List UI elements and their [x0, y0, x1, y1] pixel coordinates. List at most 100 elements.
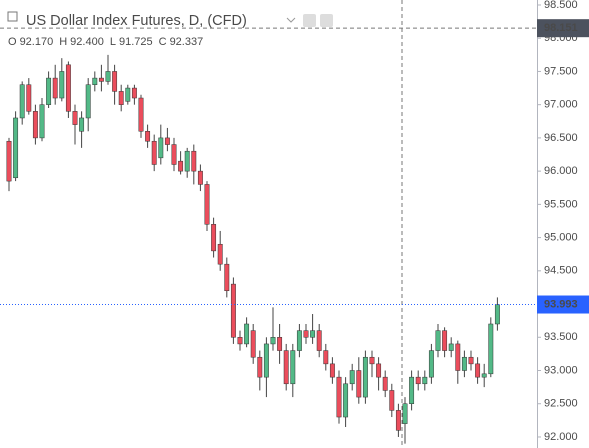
- plot-area: [6, 54, 500, 444]
- ohlc-name: C: [159, 36, 167, 48]
- y-tick-label: 96.000: [544, 165, 578, 177]
- y-tick-label: 94.500: [544, 265, 578, 277]
- ohlc-value: 91.725: [119, 36, 153, 48]
- candle-body: [250, 330, 256, 358]
- y-tick-label: 92.000: [544, 431, 578, 443]
- candle-body: [197, 170, 203, 185]
- candle-body: [389, 390, 395, 411]
- ohlc-name: O: [8, 36, 17, 48]
- candle-body: [151, 140, 157, 165]
- ohlc-value: 92.170: [20, 36, 54, 48]
- candle-body: [118, 91, 124, 105]
- candle-body: [415, 376, 421, 385]
- candle-body: [131, 87, 137, 99]
- candle-body: [303, 330, 309, 338]
- y-tick-label: 92.500: [544, 398, 578, 410]
- candle-body: [138, 97, 144, 132]
- candle-body: [442, 330, 448, 351]
- candle-body: [164, 137, 170, 145]
- candle-body: [461, 356, 467, 371]
- y-tick-label: 97.500: [544, 65, 578, 77]
- candle-body: [145, 131, 151, 142]
- candle-body: [343, 383, 349, 418]
- candle-body: [39, 104, 45, 139]
- candle-body: [79, 117, 85, 132]
- candle-body: [428, 350, 434, 378]
- candle-body: [382, 376, 388, 391]
- candle-body: [323, 350, 329, 365]
- candle-body: [422, 376, 428, 385]
- y-tick-label: 93.000: [544, 364, 578, 376]
- candle-body: [263, 343, 269, 378]
- last-price-label: 93.993: [544, 298, 578, 310]
- candle-body: [230, 283, 236, 338]
- candle-body: [26, 84, 32, 112]
- candle-body: [310, 330, 316, 338]
- dropdown-icon[interactable]: [286, 17, 296, 23]
- candle-body: [217, 243, 223, 265]
- candle-body: [237, 337, 243, 345]
- candle-body: [290, 350, 296, 385]
- candle-body: [316, 330, 322, 351]
- last-price-box: [537, 295, 589, 314]
- title-tools[interactable]: [286, 14, 333, 27]
- candle-body: [488, 323, 494, 375]
- candle-body: [481, 373, 487, 378]
- candle-body: [125, 87, 131, 102]
- candle-body: [283, 350, 289, 385]
- candle-body: [211, 224, 217, 252]
- candle-body: [468, 356, 474, 365]
- candle-body: [85, 84, 91, 119]
- candle-body: [356, 370, 362, 398]
- candle-body: [6, 140, 12, 182]
- candle-body: [494, 304, 500, 325]
- candle-body: [158, 137, 164, 159]
- settings-icon[interactable]: [320, 14, 333, 27]
- candle-body: [98, 77, 104, 82]
- candle-body: [46, 77, 52, 105]
- candle-body: [65, 64, 71, 112]
- candle-body: [32, 111, 38, 139]
- candle-body: [191, 150, 197, 172]
- crosshair-price-box: [537, 19, 589, 38]
- candle-body: [13, 117, 19, 179]
- y-tick-label: 95.000: [544, 231, 578, 243]
- y-tick-label: 95.500: [544, 198, 578, 210]
- candle-body: [112, 71, 118, 92]
- candle-body: [329, 363, 335, 378]
- eye-icon[interactable]: [303, 14, 316, 27]
- candle-body: [409, 376, 415, 404]
- candle-body: [296, 330, 302, 351]
- candle-body: [171, 144, 177, 165]
- candle-body: [270, 337, 276, 345]
- candle-body: [184, 150, 190, 172]
- candle-body: [402, 403, 408, 424]
- candle-body: [369, 356, 375, 365]
- ohlc-name: H: [59, 36, 67, 48]
- candle-body: [455, 343, 461, 371]
- collapse-icon[interactable]: [7, 11, 18, 22]
- ohlc-name: L: [110, 36, 116, 48]
- y-tick-label: 96.500: [544, 132, 578, 144]
- candle-body: [349, 370, 355, 385]
- candle-body: [59, 71, 65, 99]
- candle-body: [178, 160, 184, 172]
- candle-body: [277, 337, 283, 351]
- ohlc-value: 92.400: [70, 36, 104, 48]
- candle-body: [72, 111, 78, 125]
- candle-body: [435, 330, 441, 351]
- candle-body: [52, 77, 58, 99]
- candle-body: [224, 263, 230, 292]
- candle-body: [19, 84, 25, 119]
- candle-body: [336, 376, 342, 418]
- crosshair-price-label: 98.151: [544, 22, 578, 34]
- y-tick-label: 97.000: [544, 99, 578, 111]
- ohlc-legend: O 92.170 H 92.400 L 91.725 C 92.337: [8, 36, 203, 48]
- candle-body: [395, 410, 401, 431]
- candle-body: [448, 343, 454, 351]
- ohlc-value: 92.337: [170, 36, 204, 48]
- candle-body: [362, 356, 368, 398]
- chart-title: US Dollar Index Futures, D, (CFD): [26, 13, 247, 29]
- y-tick-label: 93.500: [544, 331, 578, 343]
